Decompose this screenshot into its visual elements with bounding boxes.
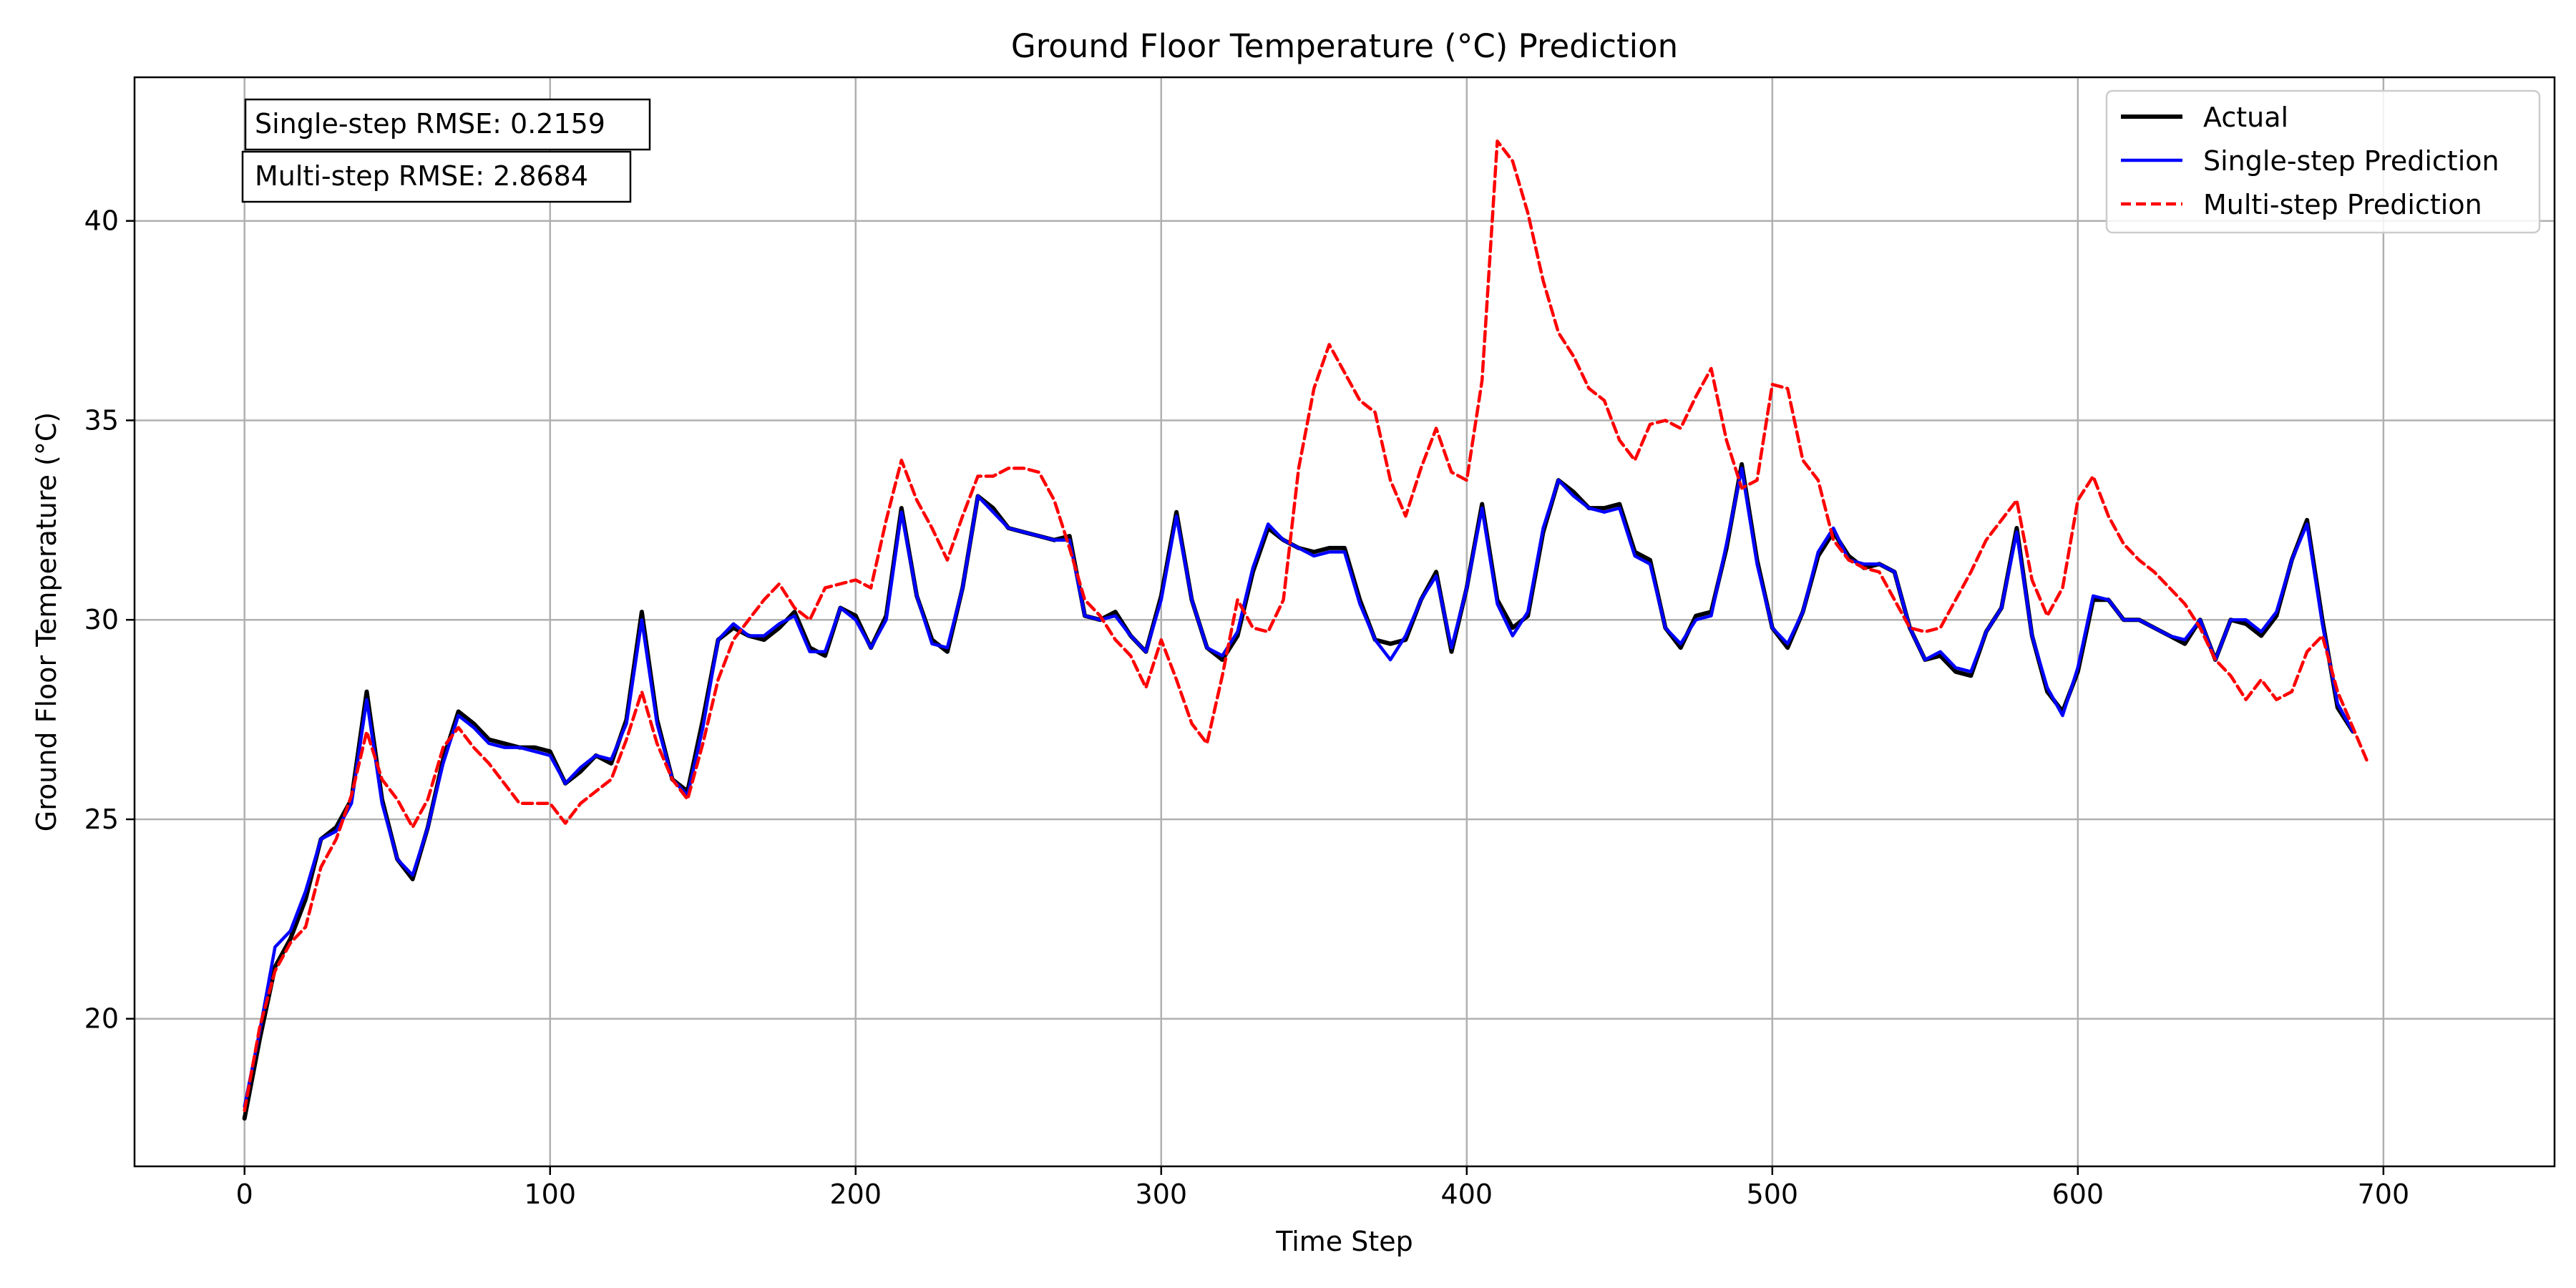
- x-tick-label: 300: [1136, 1179, 1188, 1210]
- y-tick-label: 30: [84, 604, 119, 635]
- x-tick-label: 500: [1747, 1179, 1799, 1210]
- series-lines: [242, 139, 2370, 1121]
- legend-label-single: Single-step Prediction: [2203, 145, 2499, 177]
- x-tick-label: 700: [2358, 1179, 2410, 1210]
- x-tick-label: 600: [2052, 1179, 2104, 1210]
- annotation-multi-box: [241, 150, 632, 203]
- axis-ticks: 0 100 200 300 400 500 600 700 20 25 30 35 40: [84, 205, 2409, 1210]
- y-tick-label: 35: [84, 404, 119, 436]
- series-line-multi-step: [243, 139, 2370, 1113]
- legend-box: [2105, 89, 2541, 234]
- x-tick-label: 400: [1441, 1179, 1493, 1210]
- series-line-single-step: [243, 467, 2355, 1108]
- annotation-single-box: [244, 98, 651, 151]
- annotation-multi-text: Multi-step RMSE: 2.8684: [255, 160, 588, 192]
- annotation-single-text: Single-step RMSE: 0.2159: [255, 108, 605, 140]
- y-tick-label: 20: [84, 1003, 119, 1035]
- x-tick-label: 200: [830, 1179, 882, 1210]
- annotation-multi-rmse: Multi-step RMSE: 2.8684: [241, 150, 632, 203]
- x-tick-label: 0: [236, 1179, 253, 1210]
- y-tick-label: 25: [84, 804, 119, 835]
- chart-title: Ground Floor Temperature (°C) Prediction: [1011, 27, 1678, 65]
- plot-frame: [133, 76, 2556, 1168]
- legend-label-multi: Multi-step Prediction: [2203, 189, 2482, 220]
- x-axis-label: Time Step: [1275, 1226, 1413, 1257]
- annotation-single-rmse: Single-step RMSE: 0.2159: [244, 98, 651, 151]
- y-axis-label: Ground Floor Temperature (°C): [31, 412, 62, 831]
- legend: Actual Single-step Prediction Multi-step…: [2105, 89, 2541, 234]
- x-tick-label: 100: [524, 1179, 576, 1210]
- legend-label-actual: Actual: [2203, 102, 2288, 133]
- y-tick-label: 40: [84, 205, 119, 237]
